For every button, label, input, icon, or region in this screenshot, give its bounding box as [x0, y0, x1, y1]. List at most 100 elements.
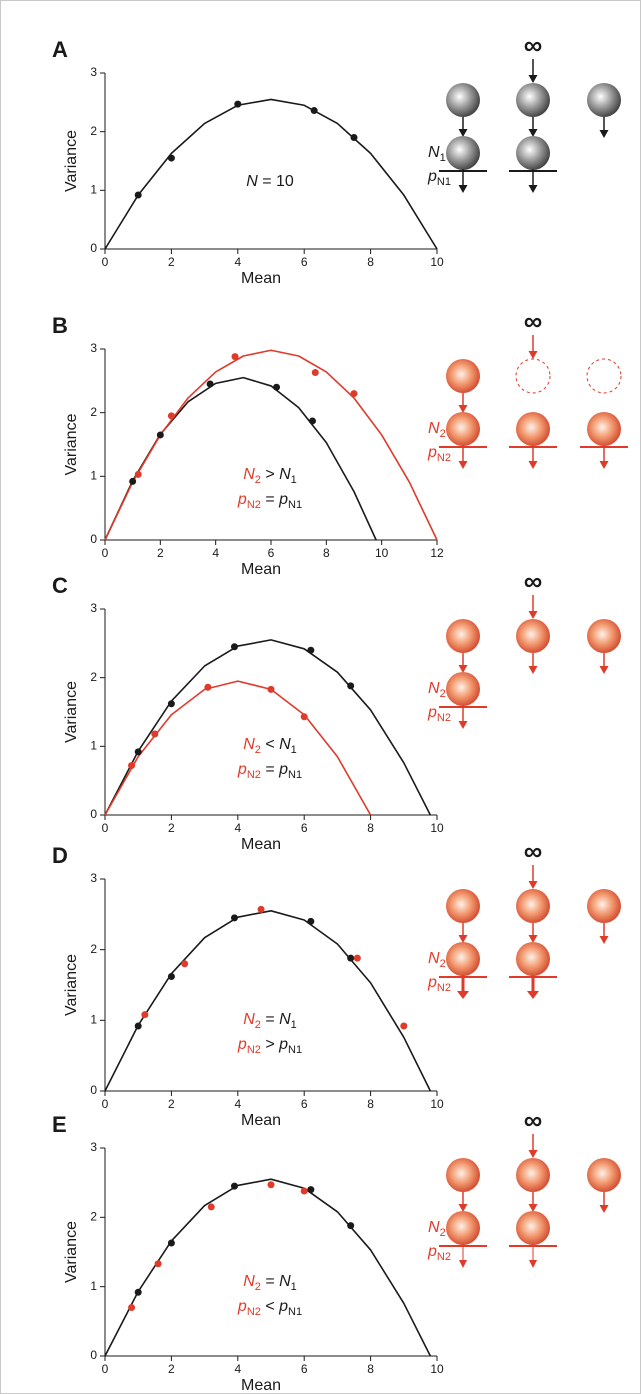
y-axis-label: Variance: [63, 130, 80, 192]
arrow-head: [528, 611, 538, 619]
data-point: [134, 748, 142, 756]
x-tick-label: 0: [102, 255, 109, 269]
data-point: [128, 1303, 136, 1311]
vesicle: [446, 83, 480, 117]
y-axis-label: Variance: [63, 681, 80, 743]
data-point: [167, 154, 175, 162]
data-point: [230, 643, 238, 651]
text-segment: p: [237, 491, 247, 508]
arrow-head: [528, 1150, 538, 1158]
empty-site: [515, 358, 551, 394]
text-segment: N1: [288, 499, 302, 511]
x-tick-label: 4: [234, 1097, 241, 1111]
data-point: [167, 412, 175, 420]
diagram-label: N2: [428, 1219, 446, 1239]
vesicle: [446, 1211, 480, 1245]
data-point: [134, 470, 142, 478]
panel-label: D: [52, 843, 68, 868]
x-tick-label: 8: [367, 255, 374, 269]
x-tick-label: 6: [301, 255, 308, 269]
data-point: [181, 960, 189, 968]
text-segment: N2: [247, 1044, 261, 1056]
y-tick-label: 1: [90, 739, 97, 753]
data-point: [141, 1011, 149, 1019]
y-tick-label: 0: [90, 532, 97, 546]
data-point: [347, 1222, 355, 1230]
text-segment: 1: [291, 1019, 297, 1031]
infinity: ∞: [524, 566, 543, 596]
x-axis-label: Mean: [241, 836, 281, 853]
x-tick-label: 4: [234, 821, 241, 835]
vesicle: [516, 136, 550, 170]
data-point: [134, 1022, 142, 1030]
text-segment: N2: [247, 769, 261, 781]
vesicle: [446, 412, 480, 446]
curve: [104, 98, 438, 250]
diagram-label: pN2: [427, 704, 451, 724]
arrow-head: [528, 666, 538, 674]
text-segment: 2: [255, 474, 261, 486]
vesicle: [446, 136, 480, 170]
vesicle: [516, 889, 550, 923]
text-segment: N: [243, 1273, 255, 1290]
arrow-head: [528, 75, 538, 83]
vesicle: [516, 1211, 550, 1245]
y-axis-label: Variance: [63, 954, 80, 1016]
x-tick-label: 0: [102, 1362, 109, 1376]
diagram-label: N1: [428, 144, 446, 164]
text-segment: N: [428, 1219, 440, 1236]
data-point: [167, 973, 175, 981]
text-segment: p: [278, 491, 288, 508]
x-tick-label: 2: [168, 255, 175, 269]
y-tick-label: 0: [90, 1348, 97, 1362]
text-segment: N: [243, 1011, 255, 1028]
empty-site: [586, 358, 622, 394]
x-tick-label: 6: [268, 546, 275, 560]
curve: [104, 680, 372, 816]
x-tick-label: 10: [430, 1097, 444, 1111]
text-segment: N: [279, 1273, 291, 1290]
data-point: [231, 353, 239, 361]
text-segment: 1: [440, 152, 446, 164]
y-axis-label: Variance: [63, 413, 80, 475]
data-point: [151, 730, 159, 738]
data-point: [154, 1260, 162, 1268]
arrow-head: [599, 1205, 609, 1213]
arrow-head: [459, 1260, 467, 1268]
arrow-head: [528, 1204, 538, 1212]
curve: [104, 910, 432, 1092]
diagram-label: N2: [428, 420, 446, 440]
arrow-head: [458, 185, 468, 193]
arrow-head: [529, 1260, 537, 1268]
y-tick-label: 3: [90, 601, 97, 615]
y-tick-label: 2: [90, 1210, 97, 1224]
arrow-head: [528, 185, 538, 193]
data-point: [129, 477, 137, 485]
arrow-head: [599, 130, 609, 138]
data-point: [307, 1186, 315, 1194]
vesicle: [446, 942, 480, 976]
x-tick-label: 0: [102, 821, 109, 835]
text-segment: 2: [440, 1227, 446, 1239]
arrow-head: [528, 461, 538, 469]
data-point: [234, 100, 242, 108]
x-tick-label: 6: [301, 1362, 308, 1376]
data-point: [400, 1022, 408, 1030]
x-tick-label: 0: [102, 1097, 109, 1111]
x-axis-label: Mean: [241, 561, 281, 578]
y-tick-label: 3: [90, 1140, 97, 1154]
arrow-head: [458, 665, 468, 673]
y-tick-label: 2: [90, 942, 97, 956]
vesicle: [587, 412, 621, 446]
text-segment: N2: [247, 1306, 261, 1318]
text-segment: p: [427, 974, 437, 991]
x-tick-label: 2: [168, 1362, 175, 1376]
diagram-label: pN2: [427, 444, 451, 464]
x-tick-label: 10: [375, 546, 389, 560]
text-segment: =: [261, 1273, 279, 1290]
x-tick-label: 2: [157, 546, 164, 560]
annotation: N2 = N1: [243, 1011, 297, 1031]
text-segment: 2: [255, 744, 261, 756]
vesicle: [446, 359, 480, 393]
